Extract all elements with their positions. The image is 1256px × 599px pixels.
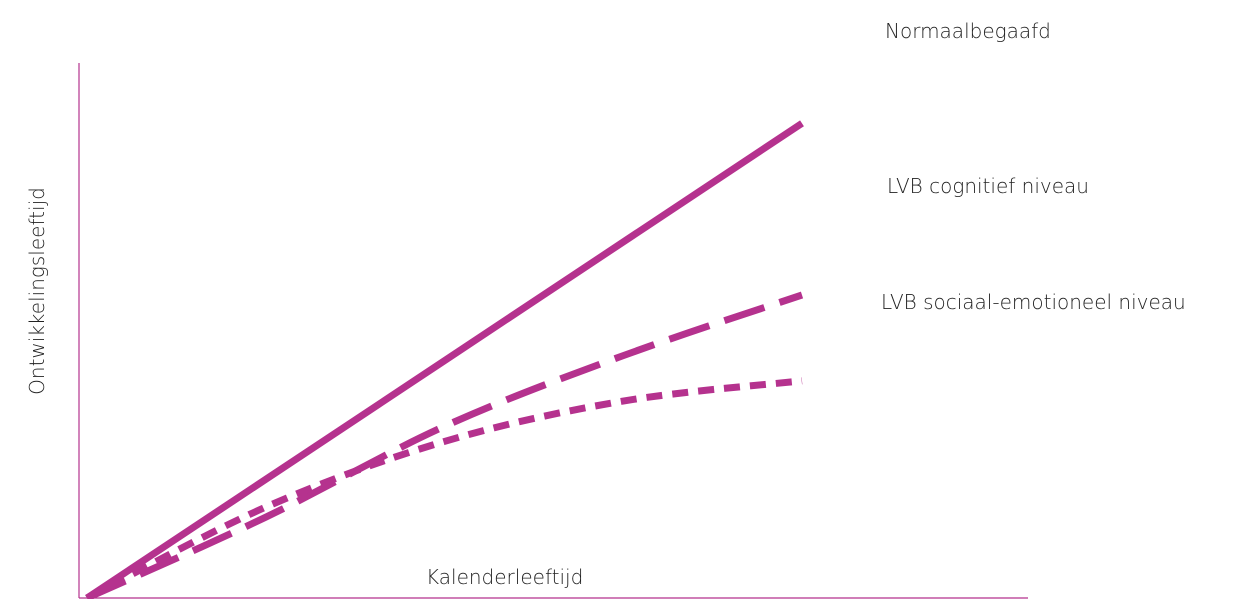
legend-entry-2: LVB cognitief niveau (887, 174, 1089, 198)
y-axis-label: Ontwikkelingsleeftijd (25, 187, 49, 395)
legend: Normaalbegaafd LVB cognitief niveau LVB so… (881, 19, 1186, 314)
x-axis-label: Kalenderleeftijd (426, 565, 583, 589)
series-layer (85, 120, 804, 599)
legend-entry-3: LVB sociaal-emotioneel niveau (881, 290, 1186, 314)
legend-entry-1: Normaalbegaafd (885, 19, 1051, 43)
series-line-3 (85, 377, 803, 599)
series-line-1 (85, 120, 804, 599)
series-line-2 (85, 291, 804, 599)
